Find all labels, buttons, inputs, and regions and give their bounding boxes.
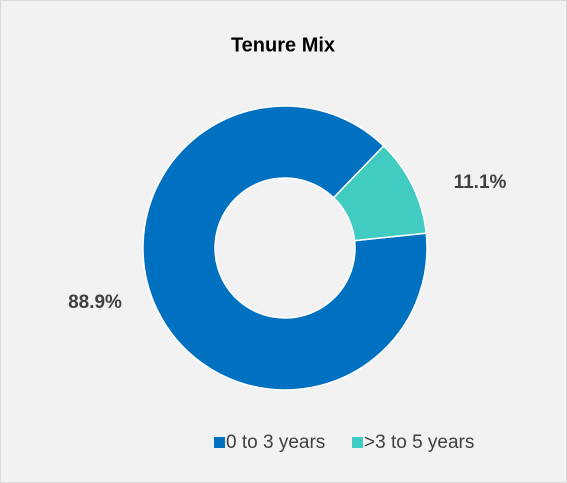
- legend-label: >3 to 5 years: [364, 432, 474, 453]
- donut-slice: [142, 105, 428, 391]
- legend-swatch: [352, 437, 363, 448]
- data-label: 11.1%: [454, 172, 507, 193]
- donut-slice: [332, 144, 428, 242]
- legend-label: 0 to 3 years: [226, 432, 325, 453]
- data-label: 88.9%: [68, 292, 122, 313]
- legend-swatch: [214, 437, 225, 448]
- chart-title: Tenure Mix: [231, 34, 335, 56]
